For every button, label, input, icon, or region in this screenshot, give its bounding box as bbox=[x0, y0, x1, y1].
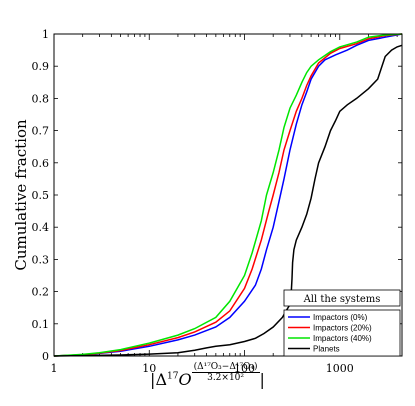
y-tick-label: 0 bbox=[42, 350, 49, 363]
series-line-impactors-20 bbox=[53, 33, 403, 357]
y-tick-label: 0.8 bbox=[32, 92, 50, 105]
legend-entry-label: Planets bbox=[313, 345, 340, 354]
legend: All the systems Impactors (0%)Impactors … bbox=[283, 289, 401, 357]
series-line-impactors-0 bbox=[53, 33, 403, 357]
x-tick-label: 1 bbox=[51, 362, 58, 375]
legend-entry-label: Impactors (40%) bbox=[313, 334, 372, 343]
series-lines bbox=[53, 33, 403, 357]
legend-entry-label: Impactors (0%) bbox=[313, 313, 368, 322]
y-tick-label: 0.5 bbox=[32, 189, 50, 202]
legend-entries: Impactors (0%) Impactors (20%)Impactors (… bbox=[288, 313, 372, 354]
y-tick-label: 0.6 bbox=[32, 157, 50, 170]
x-tick-label: 100 bbox=[234, 362, 255, 375]
y-tick-label: 0.9 bbox=[32, 60, 50, 73]
legend-title: All the systems bbox=[303, 294, 381, 305]
y-tick-label: 0.1 bbox=[32, 318, 50, 331]
y-tick-label: 0.4 bbox=[32, 221, 50, 234]
y-tick-label: 0.2 bbox=[32, 286, 50, 299]
plot-frame bbox=[53, 33, 403, 357]
y-tick-label: 0.7 bbox=[32, 125, 50, 138]
x-tick-label: 1000 bbox=[326, 362, 354, 375]
series-line-impactors-40 bbox=[53, 33, 403, 357]
series-line-planets bbox=[53, 44, 403, 357]
x-tick-label: 10 bbox=[142, 362, 156, 375]
y-tick-label: 1 bbox=[42, 28, 49, 41]
y-axis-title: Cumulative fraction bbox=[12, 119, 30, 271]
y-axis-ticks: 0 0.1 0.2 0.3 0.4 0.5 0.6 0.7 0.8 0.9 1 bbox=[32, 28, 402, 363]
legend-title-box bbox=[283, 289, 401, 307]
y-tick-label: 0.3 bbox=[32, 253, 50, 266]
legend-entry-label: Impactors (20%) bbox=[313, 324, 372, 333]
